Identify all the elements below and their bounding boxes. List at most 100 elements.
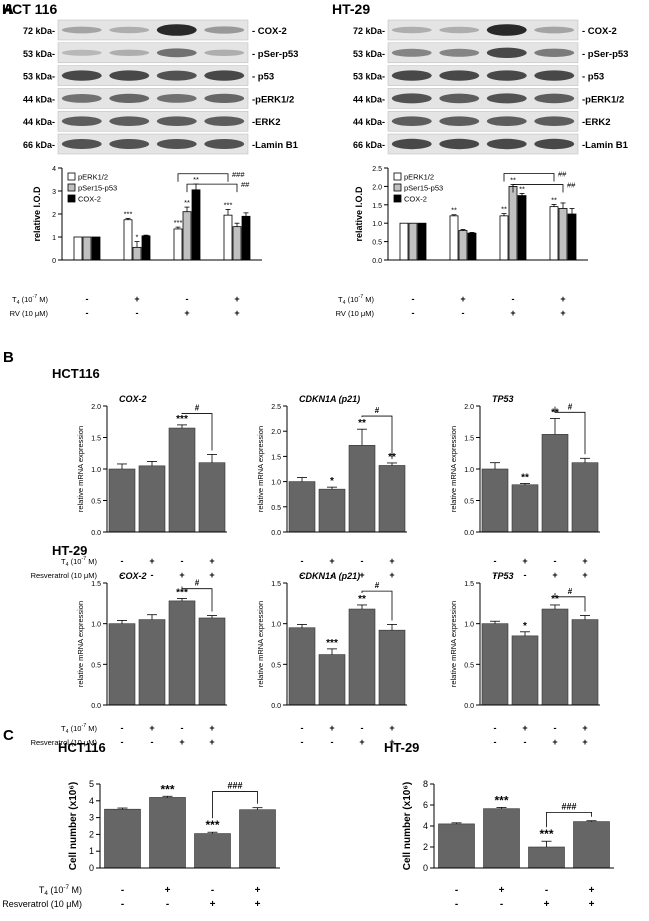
blot-hct116-title: HCT 116 — [2, 1, 57, 17]
bracket-label: ### — [227, 781, 242, 791]
blot-hct116-strip — [57, 88, 249, 109]
bracket-label: ## — [241, 180, 250, 189]
significance-label: ** — [510, 176, 516, 185]
condition-value: + — [544, 899, 550, 910]
blot-hct116-band — [109, 93, 150, 103]
condition-value: - — [151, 737, 154, 747]
condition-value: + — [234, 308, 239, 318]
bar — [481, 468, 509, 533]
bar-cox-2 — [567, 213, 577, 261]
blot-ht29-strip — [387, 133, 579, 155]
condition-value: + — [560, 294, 565, 304]
blot-ht29-band — [391, 116, 432, 126]
y-tick-label: 4 — [423, 821, 428, 831]
blot-hct116-band — [61, 116, 102, 126]
bar — [288, 481, 316, 533]
bar-pser15-p53 — [132, 246, 142, 261]
condition-value: + — [522, 556, 527, 566]
chart-b-hct116-cdkn1a: 0.0 0.5 1.0 1.5 2.0 2.5 relative mRNA expressi… — [256, 394, 407, 580]
chart-title: COX-2 — [119, 394, 147, 404]
y-tick-label: 1.0 — [464, 467, 474, 474]
bar-pser15-p53 — [82, 236, 92, 261]
bar — [318, 488, 346, 533]
blot-hct116-strip — [57, 19, 249, 41]
y-tick-label: 2 — [89, 829, 94, 839]
comparison-bracket — [554, 406, 586, 455]
bar — [198, 462, 226, 533]
bar-cox-2 — [141, 235, 151, 261]
y-axis-label: relative mRNA expression — [76, 601, 85, 687]
condition-value: + — [359, 737, 364, 747]
y-tick-label: 0 — [89, 863, 94, 873]
condition-value: - — [455, 885, 458, 896]
blot-hct116-band — [204, 26, 245, 34]
legend-label: COX-2 — [78, 195, 101, 204]
bar-cox-2 — [91, 236, 101, 261]
blot-ht29-band — [439, 48, 480, 57]
y-tick-label: 0.5 — [91, 662, 101, 669]
y-tick-label: 0.5 — [464, 662, 474, 669]
blot-ht29-kda-label: 53 kDa- — [353, 72, 385, 82]
condition-value: - — [211, 885, 214, 896]
y-tick-label: 3 — [52, 189, 56, 196]
bar — [348, 445, 376, 533]
condition-value: + — [582, 570, 587, 580]
y-axis-label: relative mRNA expression — [256, 601, 265, 687]
blot-hct116-protein-label: - COX-2 — [252, 26, 287, 37]
condition-value: + — [359, 570, 364, 580]
blot-ht29-band — [486, 138, 527, 150]
legend-label: pERK1/2 — [404, 173, 434, 182]
y-tick-label: 1.5 — [91, 436, 101, 443]
significance-label: *** — [176, 414, 188, 425]
significance-label: ** — [521, 472, 529, 483]
condition-value: + — [179, 570, 184, 580]
condition-value: + — [552, 570, 557, 580]
blot-hct116-band — [156, 139, 197, 149]
bar — [138, 619, 166, 706]
chart-b-hct116-tp53: 0.0 0.5 1.0 1.5 2.0 relative mRNA expression *… — [449, 394, 600, 580]
bracket-label: ### — [232, 170, 245, 179]
y-tick-label: 0.5 — [464, 499, 474, 506]
condition-value: + — [255, 885, 261, 896]
condition-value: + — [149, 556, 154, 566]
bar-perk1-2 — [173, 228, 183, 261]
bar-perk1-2 — [499, 215, 509, 261]
condition-value: + — [522, 723, 527, 733]
y-tick-label: 0.0 — [271, 703, 281, 710]
legend-swatch — [67, 194, 76, 203]
y-tick-label: 1.0 — [464, 622, 474, 629]
condition-value: + — [210, 899, 216, 910]
condition-value: + — [209, 556, 214, 566]
condition-value: - — [301, 737, 304, 747]
blot-ht29-band — [534, 138, 575, 150]
comparison-bracket — [212, 791, 258, 819]
bar-pser15-p53 — [458, 230, 468, 261]
blot-ht29-band — [534, 48, 575, 57]
comparison-bracket — [186, 183, 238, 193]
condition-value: + — [389, 737, 394, 747]
condition-value: - — [121, 556, 124, 566]
blot-ht29-band — [439, 93, 480, 104]
comparison-bracket — [503, 173, 555, 182]
bar — [438, 823, 475, 869]
y-tick-label: 1.5 — [271, 581, 281, 588]
blot-hct116-band — [204, 49, 245, 56]
y-tick-label: 1.5 — [372, 203, 382, 210]
significance-label: ** — [193, 175, 199, 184]
chart-c-ht29: 0 2 4 6 8 Cell number (x10⁶) *** *** ### HT-29 - + -… — [384, 740, 614, 910]
y-tick-label: 0.5 — [91, 499, 101, 506]
blot-hct116-band — [156, 70, 197, 81]
condition-value: - — [301, 723, 304, 733]
bracket-label: # — [195, 404, 200, 413]
blot-ht29-protein-label: -pERK1/2 — [582, 94, 624, 105]
blot-hct116-band — [109, 116, 150, 126]
comparison-bracket — [177, 173, 229, 182]
blot-hct116-band — [61, 49, 102, 56]
bar — [571, 619, 599, 706]
y-tick-label: 6 — [423, 800, 428, 810]
comparison-bracket — [361, 415, 393, 459]
